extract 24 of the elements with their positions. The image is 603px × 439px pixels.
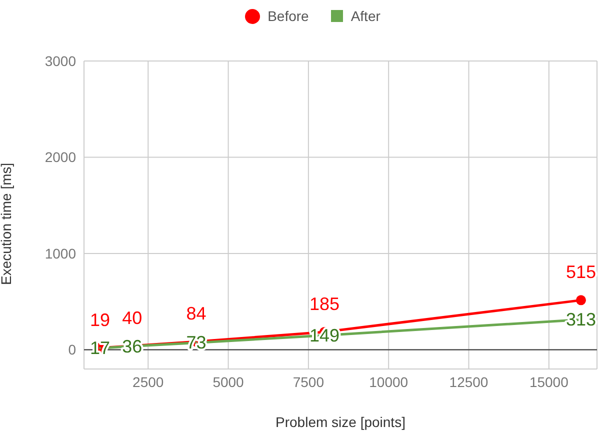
y-axis-title: Execution time [ms] [0,162,14,285]
point [576,295,586,306]
data-label: 40 [122,308,142,328]
data-label: 84 [186,304,206,324]
data-label: 515 [566,262,596,282]
y-tick-label: 0 [68,342,76,358]
x-tick-label: 12500 [449,374,488,390]
x-tick-label: 15000 [529,374,569,390]
x-tick-label: 2500 [132,374,164,390]
data-label: 313 [566,310,596,330]
data-label: 73 [186,332,206,353]
x-tick-label: 5000 [212,374,244,390]
data-label: 185 [309,294,340,314]
legend-label: Before [266,8,309,24]
data-label: 17 [90,338,110,358]
x-tick-label: 7500 [292,374,324,390]
y-tick-label: 1000 [44,245,76,262]
y-tick-label: 2000 [44,149,76,166]
x-axis-title: Problem size [points] [276,414,406,430]
data-label: 19 [90,310,110,330]
legend-label: After [350,8,380,24]
y-tick-label: 3000 [44,52,76,69]
data-label: 36 [122,336,142,356]
x-tick-label: 10000 [369,374,408,390]
